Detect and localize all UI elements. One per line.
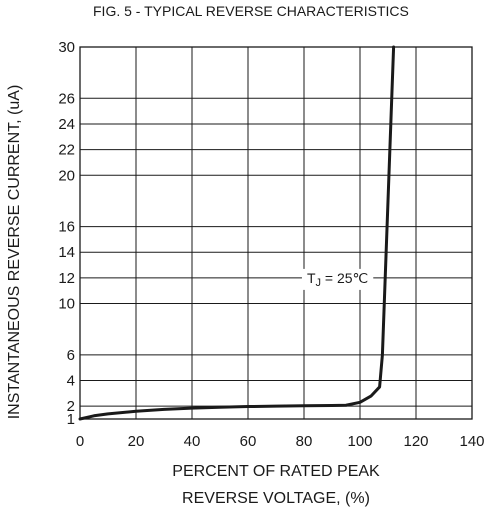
junction-temperature-annotation: TJ = 25℃ (307, 270, 368, 289)
y-tick-label: 12 (58, 270, 75, 287)
x-tick-label: 0 (76, 433, 84, 450)
y-tick-label: 10 (58, 296, 75, 313)
y-tick-label: 16 (58, 219, 75, 236)
y-tick-label: 4 (67, 373, 75, 390)
reverse-current-curve (78, 45, 396, 421)
y-tick-label: 22 (58, 142, 75, 159)
y-tick-label: 2 (67, 398, 75, 415)
y-tick-label: 24 (58, 116, 75, 133)
y-tick-label: 6 (67, 347, 75, 364)
chart-title: FIG. 5 - TYPICAL REVERSE CHARACTERISTICS (93, 3, 409, 19)
x-tick-label: 20 (128, 433, 145, 450)
x-tick-labels: 0 20 40 60 80 100 120 140 (76, 433, 485, 450)
y-tick-label: 1 (67, 411, 75, 428)
y-tick-label: 26 (58, 90, 75, 107)
annotation-background (301, 268, 374, 290)
plot-frame (79, 46, 473, 420)
x-tick-label: 40 (184, 433, 201, 450)
x-axis-label-line-1: PERCENT OF RATED PEAK (172, 463, 380, 480)
grid-lines (79, 46, 473, 420)
x-tick-label: 60 (240, 433, 257, 450)
x-tick-label: 80 (296, 433, 313, 450)
annotation-suffix: = 25℃ (321, 270, 368, 286)
y-tick-label: 14 (58, 244, 75, 261)
annotation-prefix: T (307, 270, 316, 286)
x-axis-label-line-2: REVERSE VOLTAGE, (%) (182, 490, 370, 507)
y-tick-label: 30 (58, 39, 75, 56)
y-axis-label: INSTANTANEOUS REVERSE CURRENT, (uA) (6, 85, 23, 420)
x-tick-label: 140 (459, 433, 484, 450)
x-tick-label: 100 (347, 433, 372, 450)
y-tick-label: 20 (58, 167, 75, 184)
annotation-subscript: J (316, 277, 322, 289)
x-tick-label: 120 (403, 433, 428, 450)
